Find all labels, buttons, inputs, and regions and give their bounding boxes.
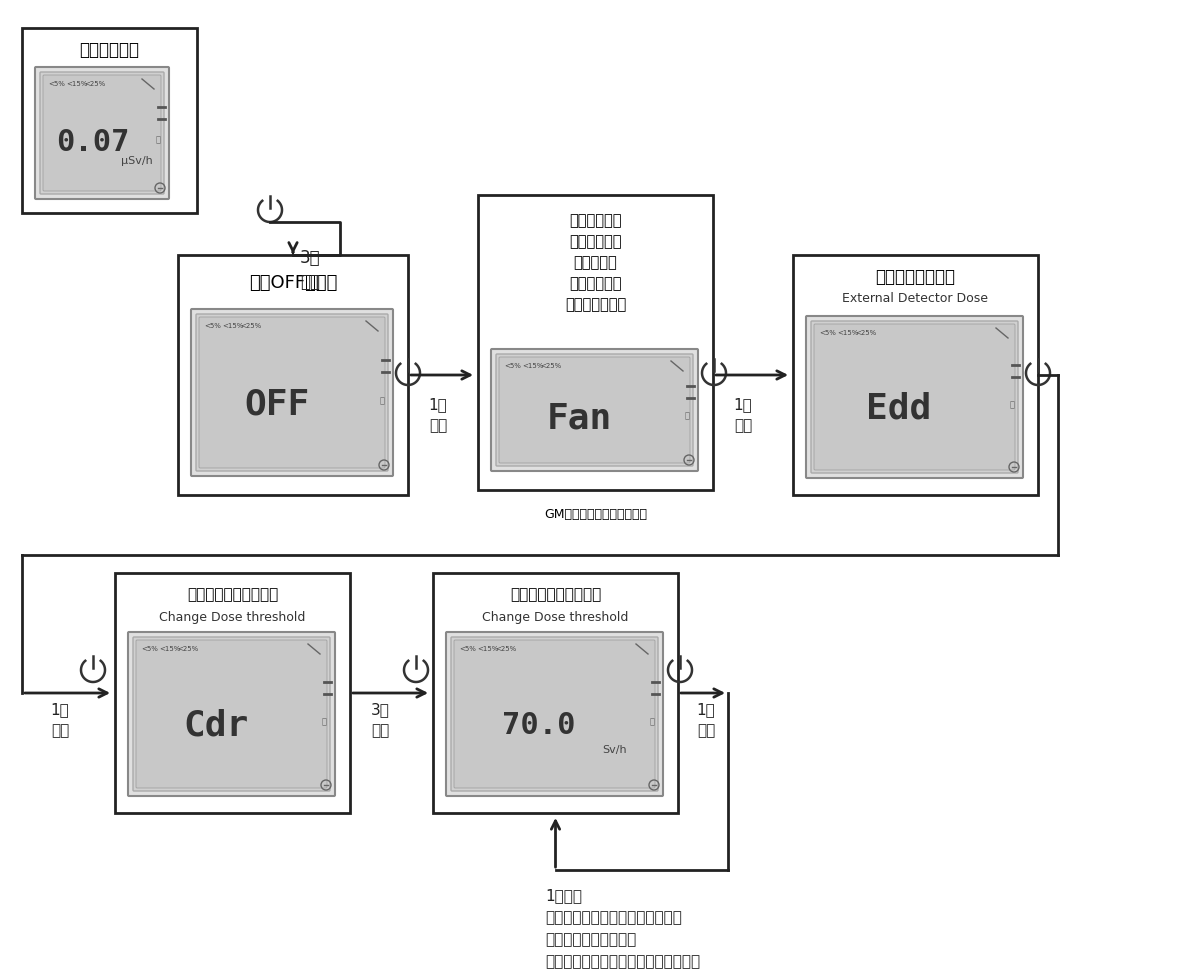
- FancyBboxPatch shape: [133, 637, 330, 791]
- Bar: [22, 28, 197, 213]
- Text: GM管＋半導体検出器を使う: GM管＋半導体検出器を使う: [544, 508, 647, 521]
- Text: 彡: 彡: [322, 717, 326, 726]
- Bar: [478, 195, 713, 490]
- Text: <25%: <25%: [177, 646, 198, 652]
- Text: Change Dose threshold: Change Dose threshold: [159, 611, 305, 624]
- FancyBboxPatch shape: [196, 314, 388, 471]
- FancyBboxPatch shape: [496, 354, 693, 466]
- Text: <25%: <25%: [495, 646, 516, 652]
- Text: 彡: 彡: [155, 135, 160, 144]
- FancyBboxPatch shape: [128, 632, 335, 796]
- Text: <15%: <15%: [221, 323, 244, 329]
- Text: External Detector Dose: External Detector Dose: [842, 293, 988, 305]
- Text: <15%: <15%: [159, 646, 180, 652]
- FancyBboxPatch shape: [451, 637, 659, 791]
- Text: μSv/h: μSv/h: [121, 156, 153, 167]
- Text: <5%: <5%: [504, 363, 521, 369]
- Text: 1秒
押す: 1秒 押す: [429, 397, 448, 433]
- FancyBboxPatch shape: [810, 321, 1018, 473]
- Text: <25%: <25%: [540, 363, 561, 369]
- FancyBboxPatch shape: [499, 357, 690, 463]
- Text: 電源OFFモード: 電源OFFモード: [249, 274, 337, 292]
- Text: 70.0: 70.0: [502, 712, 575, 740]
- Text: 彡: 彡: [649, 717, 655, 726]
- Text: <25%: <25%: [84, 81, 105, 87]
- Text: <5%: <5%: [204, 323, 221, 329]
- Text: <25%: <25%: [240, 323, 262, 329]
- Text: <15%: <15%: [477, 646, 498, 652]
- Text: <5%: <5%: [459, 646, 476, 652]
- Text: 0.07: 0.07: [57, 128, 130, 156]
- FancyBboxPatch shape: [491, 349, 699, 471]
- Text: 彡: 彡: [1010, 400, 1014, 410]
- FancyBboxPatch shape: [454, 640, 655, 788]
- Text: 外部検出器モード: 外部検出器モード: [875, 268, 955, 286]
- Bar: [115, 573, 350, 813]
- FancyBboxPatch shape: [199, 317, 385, 468]
- Text: Change Dose threshold: Change Dose threshold: [482, 611, 629, 624]
- FancyBboxPatch shape: [814, 324, 1015, 470]
- Text: 1秒
押す: 1秒 押す: [734, 397, 753, 433]
- Bar: [793, 255, 1038, 495]
- Text: Sv/h: Sv/h: [602, 746, 627, 755]
- Text: 警告線量の変更モード: 警告線量の変更モード: [510, 588, 601, 602]
- Text: 彡: 彡: [379, 396, 384, 405]
- Text: <15%: <15%: [66, 81, 87, 87]
- Text: Fan: Fan: [547, 401, 613, 435]
- Text: 警告線量の変更モード: 警告線量の変更モード: [187, 588, 278, 602]
- Text: OFF: OFF: [245, 387, 310, 422]
- FancyBboxPatch shape: [135, 640, 327, 788]
- Bar: [434, 573, 679, 813]
- Text: <15%: <15%: [522, 363, 543, 369]
- Text: <5%: <5%: [48, 81, 65, 87]
- Text: <25%: <25%: [855, 330, 876, 336]
- Text: 彡: 彡: [684, 412, 689, 421]
- Text: 外部検出器の
半導体検出器
（光起電）
検出器だけを
使うかどうか？: 外部検出器の 半導体検出器 （光起電） 検出器だけを 使うかどうか？: [565, 213, 627, 312]
- FancyBboxPatch shape: [806, 316, 1023, 478]
- Text: 1秒
押す: 1秒 押す: [51, 702, 70, 738]
- FancyBboxPatch shape: [44, 75, 161, 191]
- Text: 1秒押す
そのたびに保存された８つの値が
順番に表示されます。
値が決まったら５秒間放置することで
線量率モードに戻ります。: 1秒押す そのたびに保存された８つの値が 順番に表示されます。 値が決まったら５…: [545, 888, 701, 976]
- Bar: [178, 255, 408, 495]
- FancyBboxPatch shape: [40, 72, 164, 194]
- Text: Edd: Edd: [866, 391, 931, 426]
- FancyBboxPatch shape: [35, 67, 168, 199]
- Text: 線量率モード: 線量率モード: [79, 41, 139, 59]
- FancyBboxPatch shape: [191, 309, 393, 476]
- Text: Cdr: Cdr: [184, 709, 249, 743]
- Text: <15%: <15%: [838, 330, 859, 336]
- Text: 3秒
程度: 3秒 程度: [299, 249, 320, 292]
- Text: 1秒
押す: 1秒 押す: [696, 702, 715, 738]
- Text: <5%: <5%: [141, 646, 158, 652]
- FancyBboxPatch shape: [446, 632, 663, 796]
- Text: 3秒
押す: 3秒 押す: [371, 702, 390, 738]
- Text: <5%: <5%: [819, 330, 836, 336]
